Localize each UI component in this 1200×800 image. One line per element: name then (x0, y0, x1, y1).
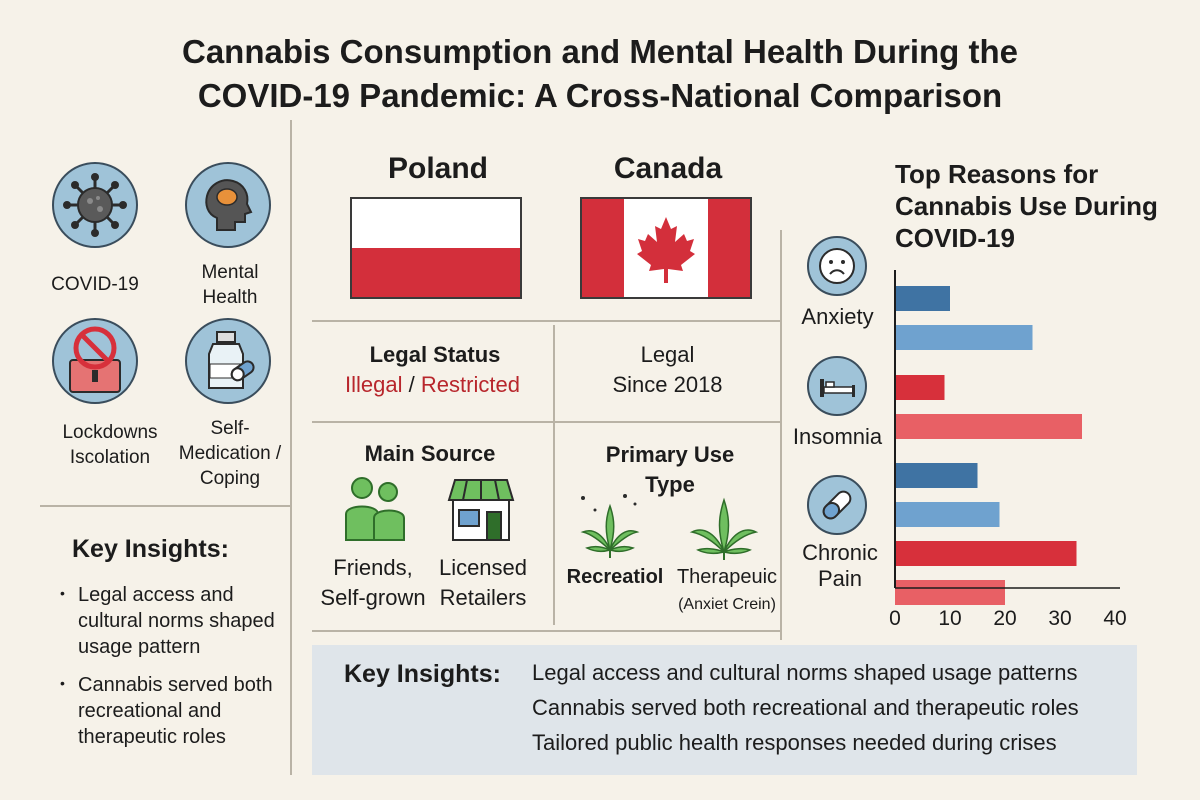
people-icon (345, 477, 405, 541)
canada-flag (580, 197, 752, 299)
title-line-2: COVID-19 Pandemic: A Cross-National Comp… (197, 77, 1003, 114)
store-icon (447, 479, 515, 541)
sad-face-icon (807, 236, 867, 296)
main-source-poland-line1: Friends, (333, 555, 413, 580)
table-divider-3 (312, 630, 780, 632)
main-source-canada-line1: Licensed (438, 555, 528, 580)
maple-leaf-icon (637, 217, 695, 283)
title-line-1: Cannabis Consumption and Mental Health D… (181, 33, 1019, 70)
category-label-insomnia: Insomnia (792, 424, 883, 449)
legal-status-canada: Legal Since 2018 (560, 340, 775, 400)
virus-icon (52, 162, 138, 248)
primary-use-title-line1: Primary Use (605, 442, 735, 467)
legal-status-illegal: Illegal (345, 372, 403, 397)
bar-anxiety-1 (895, 325, 1033, 350)
chart-title: Top Reasons for Cannabis Use During COVI… (895, 159, 1158, 253)
main-source-title: Main Source (364, 441, 496, 466)
primary-use-poland: Recreatiol (566, 566, 664, 588)
theme-label-lockdowns: Lockdowns Iscolation (62, 422, 158, 468)
x-tick-label: 20 (993, 607, 1016, 630)
left-insight-2: Cannabis served both recreational and th… (56, 670, 286, 750)
head-brain-icon (185, 162, 271, 248)
cannabis-leaf-icon (689, 497, 759, 560)
legal-status-canada-line1: Legal (640, 342, 695, 367)
bar-chronic-pain-4 (895, 463, 978, 488)
primary-use-title: Primary Use Type (565, 440, 775, 500)
pill-icon (807, 475, 867, 535)
primary-use-canada: Therapeuic (676, 566, 778, 588)
lock-prohibited-icon (52, 318, 138, 404)
medicine-bottle-icon (185, 318, 271, 404)
bar-chronic-pain-7 (895, 580, 1005, 605)
legal-status-title: Legal Status (369, 342, 501, 367)
x-tick-label: 30 (1048, 607, 1071, 630)
legal-status-canada-line2: Since 2018 (612, 372, 723, 397)
main-source-poland: Friends, Self-grown (318, 553, 428, 613)
cannabis-leaf-sparkle-icon (580, 494, 640, 558)
left-insight-1: Legal access and cultural norms shaped u… (56, 580, 286, 660)
legal-status-poland: Illegal / Restricted (315, 370, 550, 400)
bottom-insights-title: Key Insights: (344, 660, 501, 688)
x-tick-label: 0 (889, 607, 901, 630)
poland-flag (350, 197, 522, 299)
bar-chart: 0 10 20 30 40 (889, 270, 1127, 630)
country-poland: Poland (387, 152, 488, 185)
page-title: Cannabis Consumption and Mental Health D… (0, 30, 1200, 118)
legal-status-restricted: Restricted (420, 372, 520, 397)
left-section-divider (40, 505, 290, 507)
x-tick-label: 40 (1103, 607, 1126, 630)
bar-insomnia-2 (895, 375, 945, 400)
bar-chronic-pain-6 (895, 541, 1077, 566)
left-insights-title: Key Insights: (72, 535, 229, 563)
country-canada: Canada (613, 152, 723, 185)
table-divider-2 (312, 421, 780, 423)
table-right-border (780, 230, 782, 640)
bar-insomnia-3 (895, 414, 1082, 439)
bed-icon (807, 356, 867, 416)
theme-label-self-medication: Self-Medication / Coping (178, 418, 282, 489)
legal-status-separator: / (408, 372, 415, 397)
category-label-anxiety: Anxiety (801, 304, 874, 329)
bottom-insights-list: Legal access and cultural norms shaped u… (532, 655, 1132, 760)
bar-anxiety-0 (895, 286, 950, 311)
primary-use-canada-note: (Anxiet Crein) (678, 596, 776, 613)
left-divider (290, 120, 292, 775)
bar-chronic-pain-5 (895, 502, 1000, 527)
main-source-canada-line2: Retailers (439, 585, 527, 610)
bottom-insights-box: Key Insights: Legal access and cultural … (312, 645, 1137, 775)
main-source-poland-line2: Self-grown (320, 585, 426, 610)
category-label-chronic-pain: Chronic Pain (802, 540, 878, 591)
left-insights-list: Legal access and cultural norms shaped u… (56, 580, 286, 762)
theme-label-mental-health: Mental Health (201, 262, 259, 308)
bottom-insight-2: Cannabis served both recreational and th… (532, 695, 1079, 720)
table-center-divider (553, 325, 555, 625)
bottom-insight-3: Tailored public health responses needed … (532, 730, 1057, 755)
main-source-canada: Licensed Retailers (428, 553, 538, 613)
x-tick-label: 10 (938, 607, 961, 630)
theme-label-covid: COVID-19 (51, 274, 139, 295)
bottom-insight-1: Legal access and cultural norms shaped u… (532, 660, 1078, 685)
table-divider-1 (312, 320, 780, 322)
primary-use-title-line2: Type (645, 472, 695, 497)
